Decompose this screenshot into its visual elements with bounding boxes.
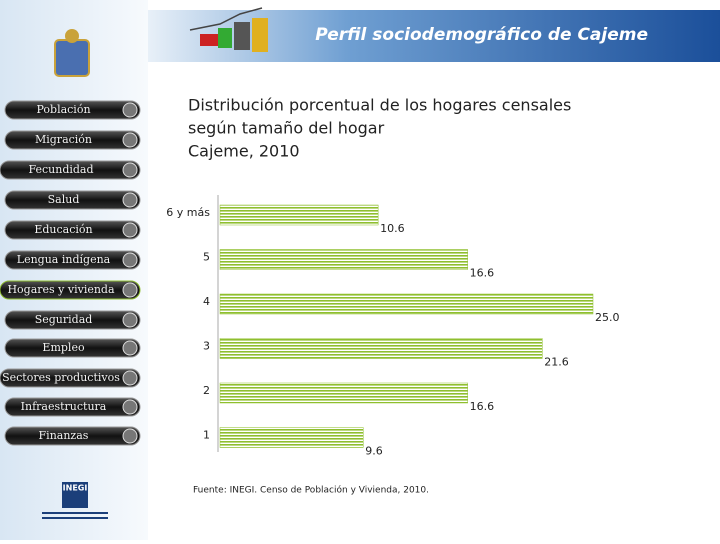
nav-button[interactable]: Infraestructura — [4, 397, 141, 417]
bar — [219, 293, 594, 315]
value-label: 25.0 — [595, 311, 620, 324]
button-body — [4, 397, 141, 417]
nav-label: Migración — [35, 133, 92, 146]
button-knob — [122, 312, 138, 328]
chart-title-line: según tamaño del hogar — [188, 119, 385, 138]
category-label: 4 — [203, 295, 210, 308]
page-title: Perfil sociodemográfico de Cajeme — [315, 25, 648, 45]
button-knob — [122, 102, 138, 118]
value-label: 9.6 — [365, 445, 383, 458]
nav-label: Población — [36, 103, 90, 116]
category-label: 6 y más — [166, 206, 210, 219]
category-label: 1 — [203, 429, 210, 442]
nav-button[interactable]: Empleo — [4, 338, 141, 358]
coat-of-arms — [54, 29, 90, 77]
nav-button[interactable]: Migración — [4, 130, 141, 150]
nav-button[interactable]: Finanzas — [4, 426, 141, 446]
nav-label: Hogares y vivienda — [7, 283, 115, 296]
bar — [219, 204, 379, 226]
nav-label: Infraestructura — [21, 400, 107, 413]
nav-button[interactable]: Seguridad — [4, 310, 141, 330]
value-label: 16.6 — [470, 267, 495, 280]
button-body — [4, 130, 141, 150]
inegi-logo: INEGI — [42, 482, 108, 519]
button-knob — [122, 192, 138, 208]
button-body — [4, 190, 141, 210]
button-body — [4, 220, 141, 240]
button-body — [0, 368, 141, 388]
button-knob — [122, 252, 138, 268]
button-knob — [122, 428, 138, 444]
plot: 6 y más 10.6 5 16.6 4 25.0 3 21.6 2 16.6 1 9.6 — [166, 204, 620, 458]
bar — [219, 382, 468, 404]
logo-text: INEGI — [63, 484, 88, 493]
bar — [219, 427, 364, 448]
nav-button[interactable]: Lengua indígena — [4, 250, 141, 270]
button-body — [4, 250, 141, 270]
banner-icon — [189, 7, 268, 52]
button-knob — [122, 370, 138, 386]
button-knob — [122, 399, 138, 415]
chart-title-line: Distribución porcentual de los hogares c… — [188, 96, 571, 115]
button-body — [4, 310, 141, 330]
bar — [219, 249, 468, 270]
source-note: Fuente: INEGI. Censo de Población y Vivi… — [193, 485, 429, 496]
navigation: Población Migración Fecundidad Salud Educaci… — [0, 100, 141, 446]
button-knob — [122, 162, 138, 178]
nav-label: Salud — [48, 193, 80, 206]
nav-label: Lengua indígena — [17, 253, 111, 266]
button-knob — [122, 340, 138, 356]
category-label: 5 — [203, 251, 210, 264]
nav-label: Fecundidad — [28, 163, 93, 176]
chart-title-line: Cajeme, 2010 — [188, 142, 300, 161]
button-body — [4, 426, 141, 446]
nav-label: Sectores productivos — [2, 371, 120, 384]
button-body — [4, 100, 141, 120]
bar — [219, 338, 543, 359]
nav-button[interactable]: Sectores productivos — [0, 368, 141, 388]
value-label: 21.6 — [544, 356, 569, 369]
nav-button[interactable]: Hogares y vivienda — [0, 280, 141, 300]
chart-title: Distribución porcentual de los hogares c… — [188, 96, 571, 161]
nav-label: Educación — [34, 223, 92, 236]
nav-button[interactable]: Fecundidad — [0, 160, 141, 180]
button-knob — [122, 282, 138, 298]
button-body — [0, 160, 141, 180]
button-body — [4, 338, 141, 358]
value-label: 16.6 — [470, 400, 495, 413]
nav-button[interactable]: Salud — [4, 190, 141, 210]
sidebar — [0, 0, 148, 540]
value-label: 10.6 — [380, 222, 405, 235]
nav-label: Seguridad — [35, 313, 93, 326]
category-label: 2 — [203, 384, 210, 397]
category-label: 3 — [203, 340, 210, 353]
button-body — [0, 280, 141, 300]
button-knob — [122, 222, 138, 238]
button-knob — [122, 132, 138, 148]
nav-label: Finanzas — [39, 429, 89, 442]
nav-button[interactable]: Educación — [4, 220, 141, 240]
nav-button[interactable]: Población — [4, 100, 141, 120]
nav-label: Empleo — [42, 341, 85, 354]
